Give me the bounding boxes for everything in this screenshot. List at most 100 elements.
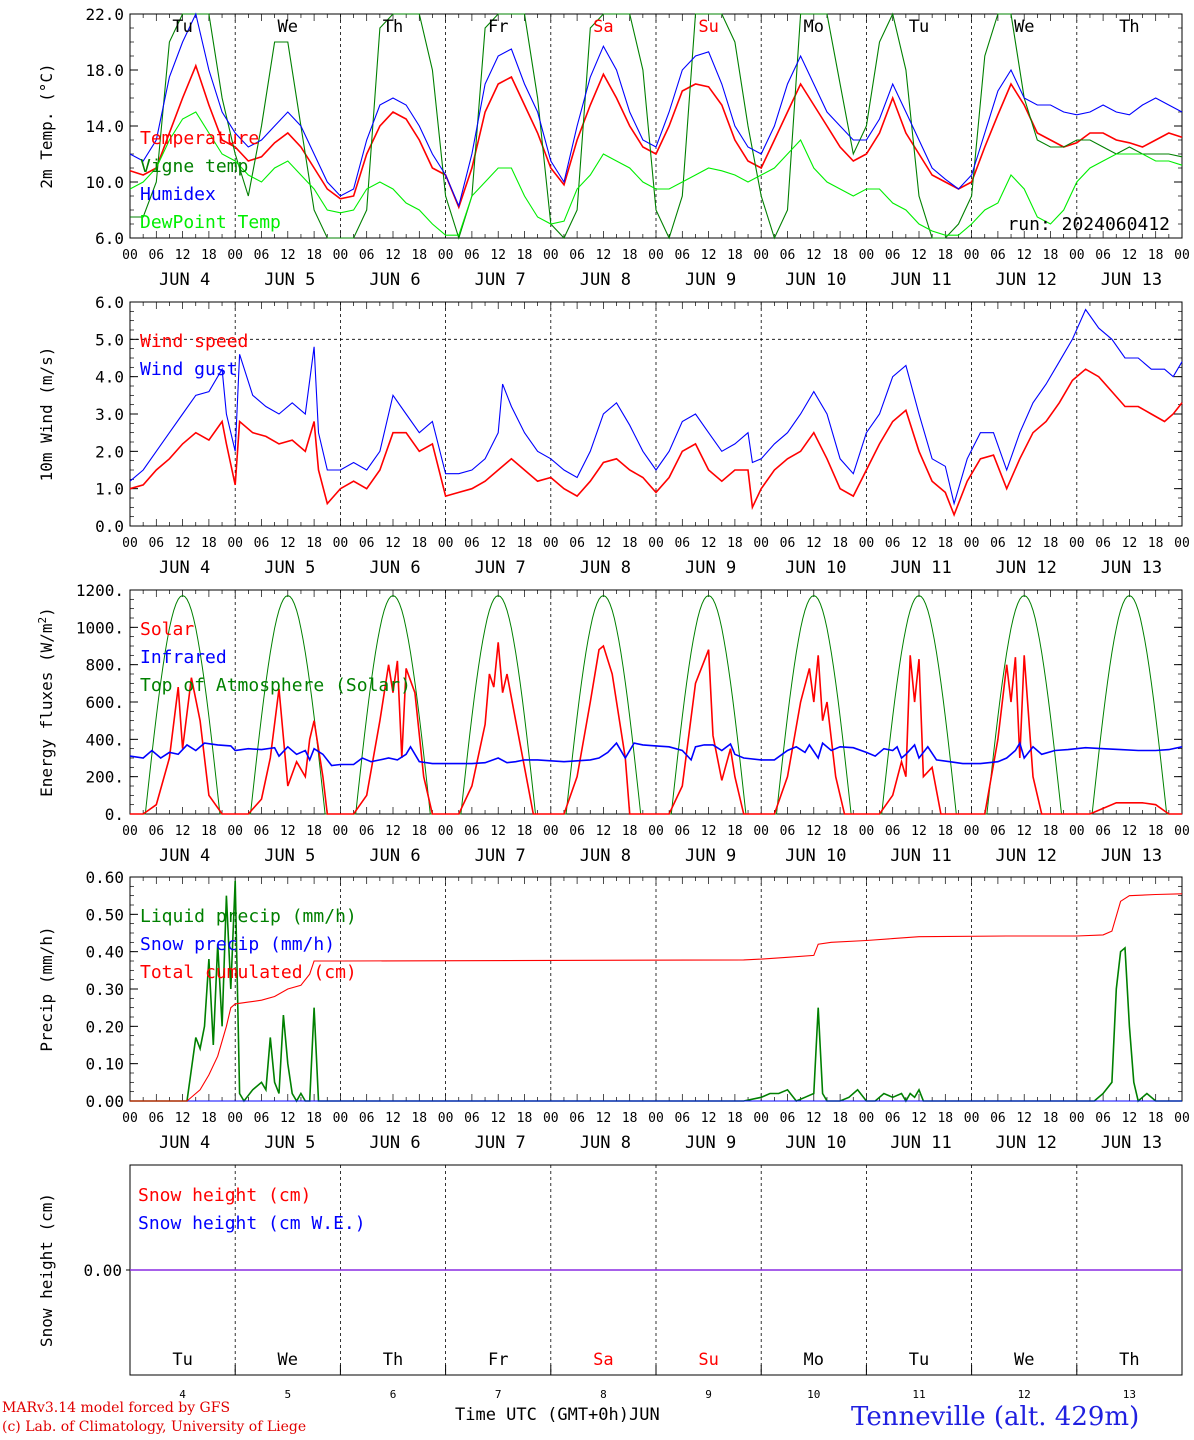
x-date-label: JUN 12	[995, 270, 1056, 290]
series-wind-speed	[129, 368, 1183, 517]
x-hour-label: 18	[411, 1111, 427, 1126]
legend-humidex: Humidex	[140, 184, 216, 205]
x-hour-label: 18	[1148, 248, 1164, 263]
x-hour-label: 06	[254, 1111, 270, 1126]
legend-wind-gust: Wind gust	[140, 359, 238, 380]
x-date-label: JUN 10	[785, 558, 846, 578]
x-hour-label: 00	[438, 536, 454, 551]
x-hour-label: 06	[359, 536, 375, 551]
x-hour-label: 12	[596, 1111, 612, 1126]
x-hour-label: 12	[911, 824, 927, 839]
x-hour-label: 18	[727, 1111, 743, 1126]
x-hour-label: 12	[701, 536, 717, 551]
x-hour-label: 00	[1174, 824, 1190, 839]
x-hour-label: 12	[1122, 824, 1138, 839]
y-tick-label: 200.	[85, 768, 124, 787]
panel-energy: 0. 200. 400. 600. 800. 1000. 1200. Energy fluxe…	[36, 581, 1190, 866]
y-tick-label: 22.0	[85, 5, 124, 24]
x-hour-label: 06	[780, 536, 796, 551]
y-tick-label: 0.00	[85, 1092, 124, 1111]
x-hour-label: 00	[122, 536, 138, 551]
y-axis-title: 10m Wind (m/s)	[37, 347, 56, 482]
y-axis-title: Snow height (cm)	[37, 1193, 56, 1347]
y-tick-label: 1200.	[76, 581, 124, 600]
y-tick-label: 1000.	[76, 618, 124, 637]
x-hour-label: 18	[306, 824, 322, 839]
day-number-label: 4	[179, 1388, 186, 1401]
x-hour-label: 00	[438, 824, 454, 839]
x-hour-label: 18	[832, 824, 848, 839]
x-hour-label: 12	[1016, 824, 1032, 839]
x-hour-label: 18	[201, 1111, 217, 1126]
x-hour-label: 06	[464, 1111, 480, 1126]
x-date-label: JUN 11	[890, 270, 951, 290]
x-hour-label: 06	[990, 824, 1006, 839]
x-hour-label: 12	[911, 536, 927, 551]
x-hour-label: 06	[254, 824, 270, 839]
day-number-label: 5	[284, 1388, 291, 1401]
x-hour-label: 00	[543, 248, 559, 263]
x-date-label: JUN 4	[159, 270, 210, 290]
x-hour-label: 00	[227, 248, 243, 263]
x-hour-label: 00	[333, 536, 349, 551]
x-hour-label: 18	[1148, 1111, 1164, 1126]
day-of-week-label: Tu	[909, 1350, 929, 1370]
x-hour-label: 00	[543, 824, 559, 839]
x-hour-label: 12	[1016, 1111, 1032, 1126]
x-hour-label: 00	[859, 1111, 875, 1126]
x-hour-label: 12	[806, 536, 822, 551]
x-hour-label: 06	[780, 1111, 796, 1126]
panel-temp: 6.0 10.0 14.0 18.0 22.0 2m Temp. (°C) Temperat…	[37, 5, 1190, 290]
day-number-label: 6	[390, 1388, 397, 1401]
x-hour-label: 18	[937, 536, 953, 551]
y-tick-label: 0.10	[85, 1055, 124, 1074]
y-axis-title: Energy fluxes (W/m2)	[36, 607, 56, 797]
x-hour-label: 00	[1069, 824, 1085, 839]
x-hour-label: 18	[832, 536, 848, 551]
x-hour-label: 00	[753, 536, 769, 551]
day-of-week-label: Th	[1119, 17, 1139, 37]
x-hour-label: 06	[148, 536, 164, 551]
x-date-label: JUN 13	[1101, 1133, 1162, 1153]
x-hour-label: 00	[1174, 248, 1190, 263]
x-date-label: JUN 9	[685, 846, 736, 866]
y-tick-label: 1.0	[95, 480, 124, 499]
location-label: Tenneville (alt. 429m)	[851, 1402, 1140, 1432]
x-hour-label: 00	[438, 1111, 454, 1126]
day-of-week-label: Su	[698, 17, 718, 37]
x-hour-label: 06	[254, 536, 270, 551]
x-date-label: JUN 8	[580, 558, 631, 578]
x-hour-label: 12	[175, 248, 191, 263]
x-hour-label: 00	[648, 536, 664, 551]
x-hour-label: 12	[1016, 536, 1032, 551]
x-date-label: JUN 5	[264, 846, 315, 866]
x-hour-label: 12	[280, 536, 296, 551]
x-hour-label: 18	[306, 1111, 322, 1126]
x-hour-label: 06	[1095, 536, 1111, 551]
panel-precip: 0.00 0.10 0.20 0.30 0.40 0.50 0.60 Precip (mm/h…	[37, 868, 1190, 1153]
x-hour-label: 18	[727, 824, 743, 839]
y-tick-label: 0.00	[83, 1261, 122, 1280]
y-tick-label: 0.30	[85, 980, 124, 999]
x-hour-label: 12	[490, 248, 506, 263]
day-of-week-label: Sa	[593, 17, 613, 37]
y-tick-label: 5.0	[95, 330, 124, 349]
x-date-label: JUN 5	[264, 558, 315, 578]
legend-liquid-precip-mm-h: Liquid precip (mm/h)	[140, 906, 357, 927]
x-hour-label: 12	[280, 248, 296, 263]
x-hour-label: 00	[1174, 536, 1190, 551]
x-hour-label: 00	[438, 248, 454, 263]
x-hour-label: 18	[727, 248, 743, 263]
x-date-label: JUN 4	[159, 846, 210, 866]
x-hour-label: 00	[1069, 1111, 1085, 1126]
x-axis-title: Time UTC (GMT+0h)	[455, 1405, 629, 1425]
legend-infrared: Infrared	[140, 647, 227, 668]
x-hour-label: 06	[1095, 1111, 1111, 1126]
x-hour-label: 12	[701, 248, 717, 263]
day-number-label: 12	[1018, 1388, 1031, 1401]
x-hour-label: 06	[569, 1111, 585, 1126]
y-tick-label: 0.0	[95, 517, 124, 536]
legend-temperature: Temperature	[140, 128, 259, 149]
x-hour-label: 06	[780, 248, 796, 263]
